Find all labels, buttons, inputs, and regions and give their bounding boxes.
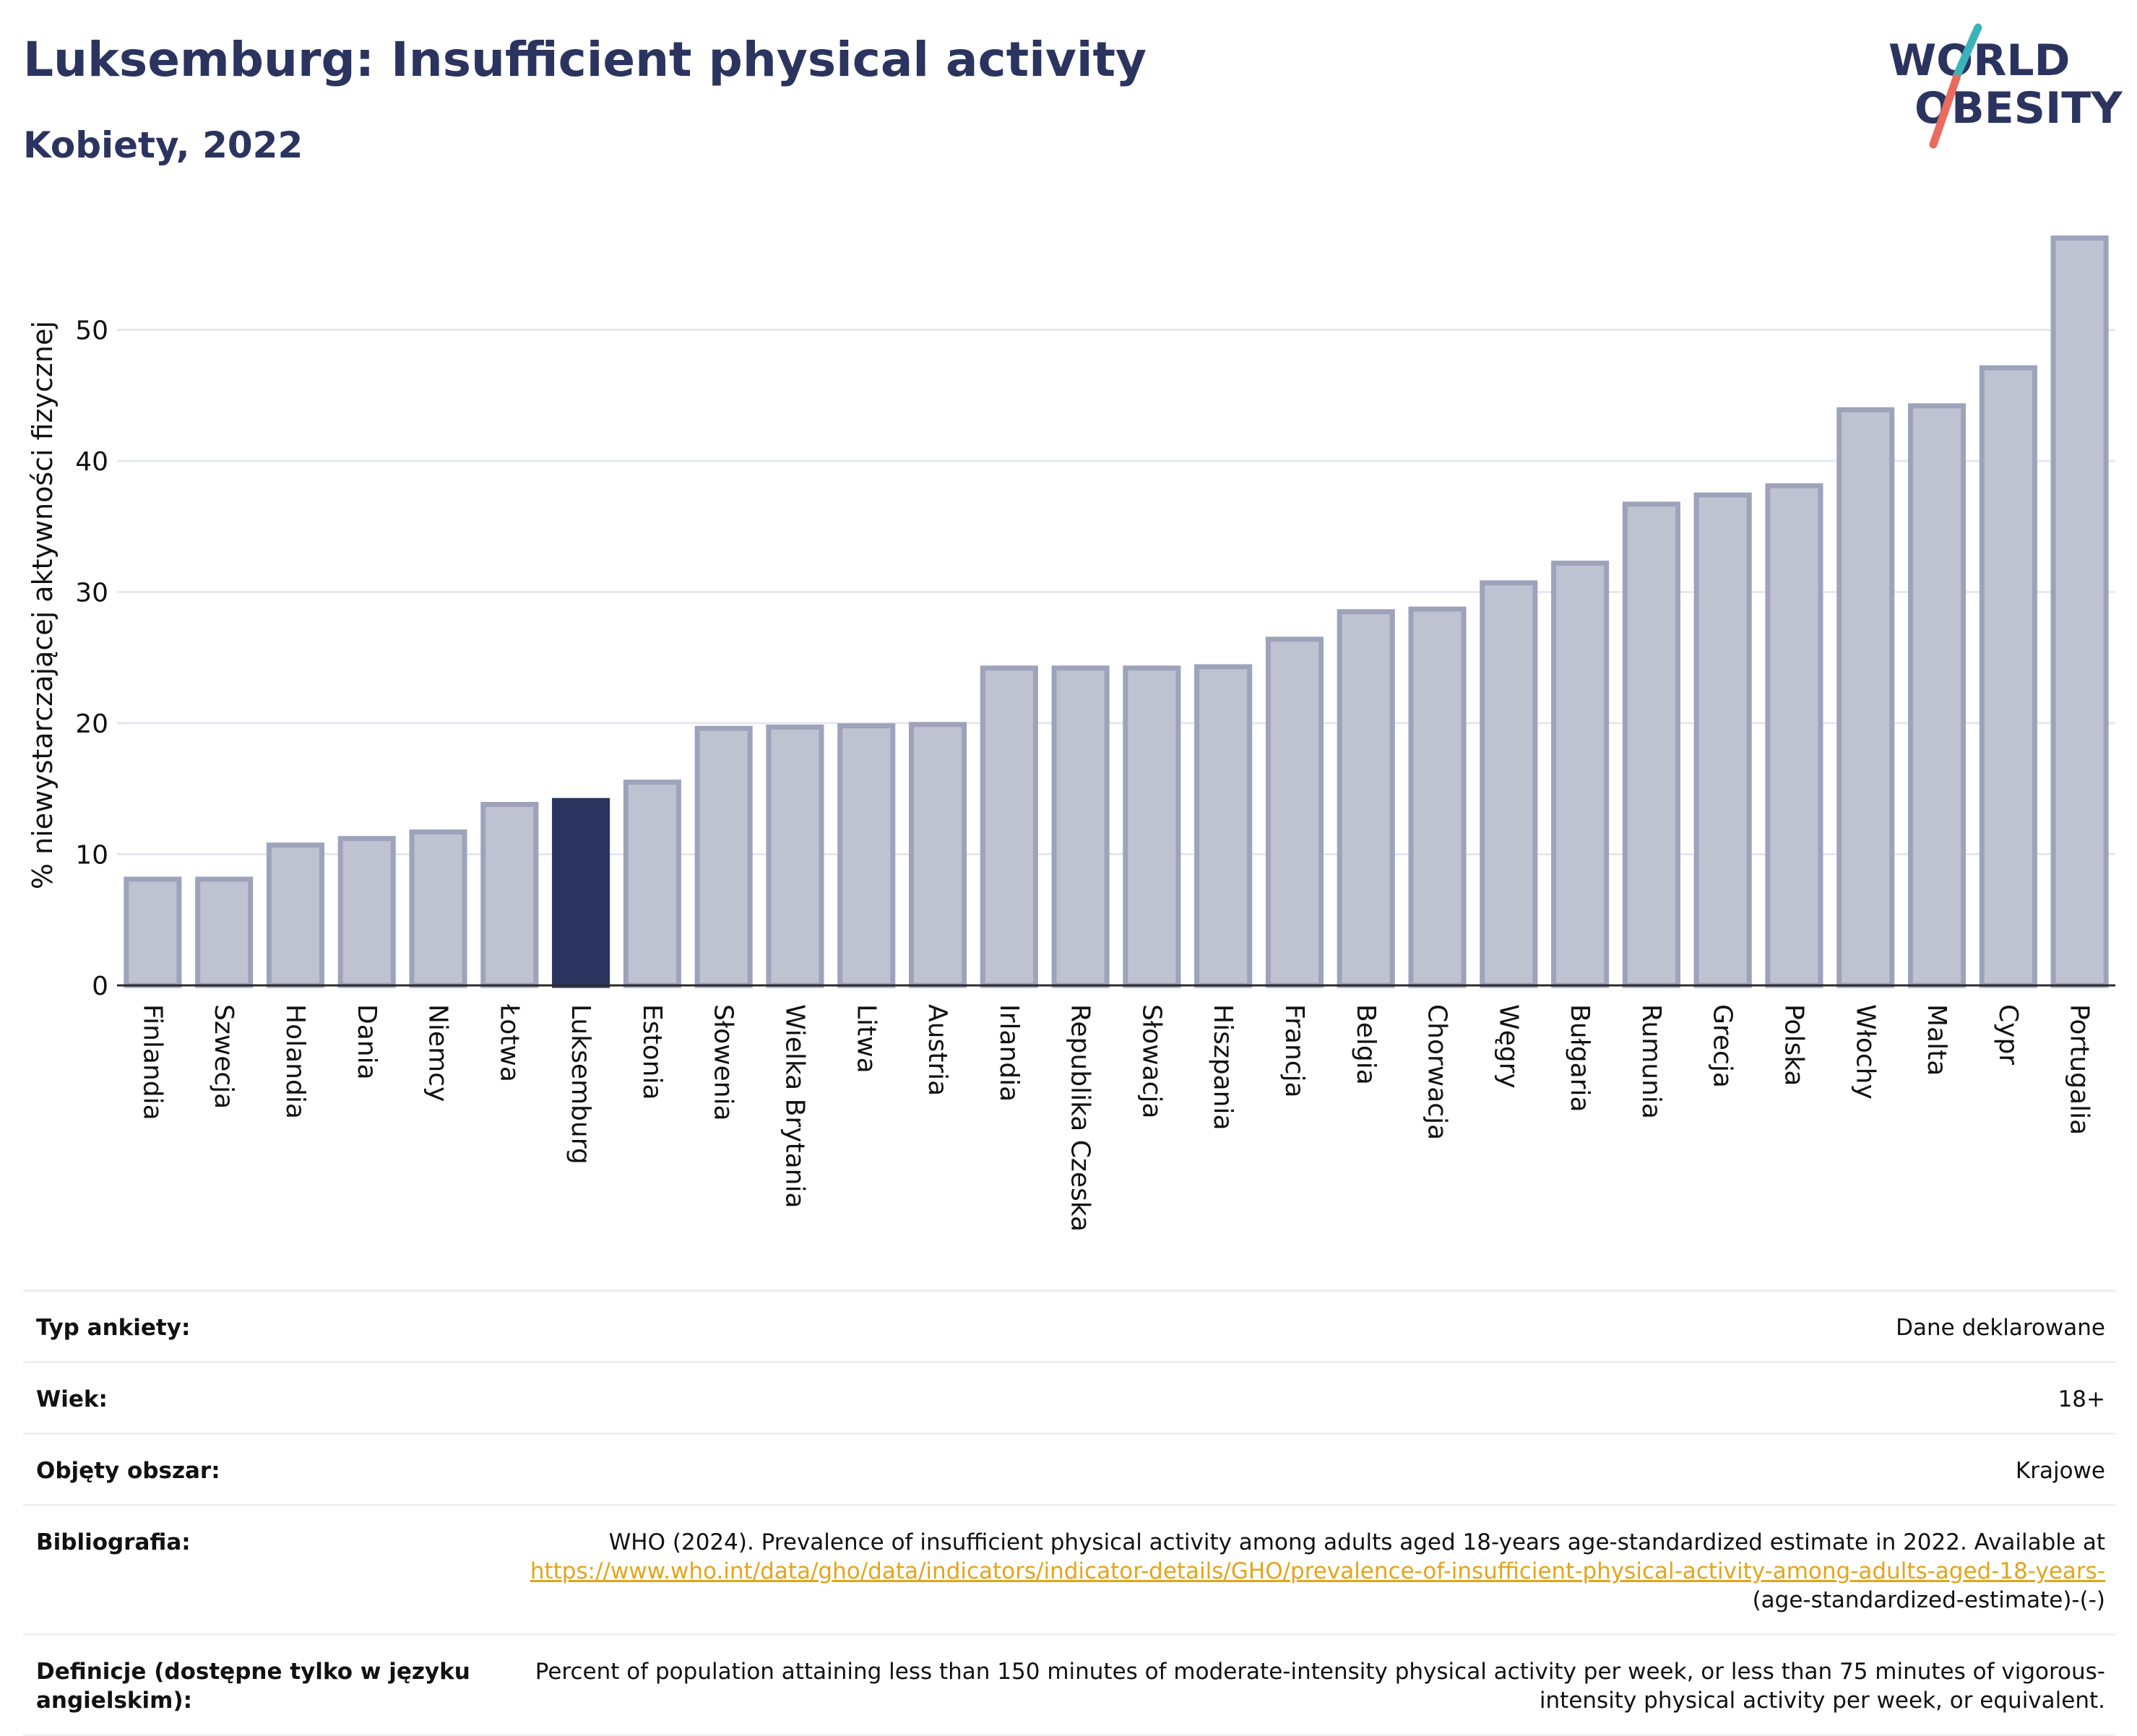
bar [1265, 636, 1324, 988]
info-value: WHO (2024). Prevalence of insufficient p… [498, 1528, 2105, 1615]
info-label: Objęty obszar: [36, 1458, 220, 1484]
x-tick-label: Republika Czeska [1066, 1004, 1095, 1232]
bar [124, 876, 182, 988]
x-tick-label: Rumunia [1636, 1004, 1666, 1119]
info-label: Definicje (dostępne tylko w języku angie… [36, 1659, 470, 1714]
bar [1408, 606, 1467, 988]
bar [694, 725, 753, 988]
bars [124, 235, 2109, 988]
x-tick-label: Niemcy [423, 1004, 453, 1102]
bar [908, 722, 967, 988]
x-tick-label: Austria [923, 1004, 952, 1096]
x-tick-label: Luksemburg [566, 1004, 595, 1165]
bar [1979, 365, 2037, 988]
bar [480, 802, 539, 988]
x-tick-label: Łotwa [494, 1003, 524, 1082]
y-tick-label: 20 [75, 709, 108, 739]
info-label: Wiek: [36, 1386, 108, 1412]
x-tick-label: Irlandia [994, 1004, 1024, 1102]
bar [623, 780, 681, 988]
info-row-survey-type: Typ ankiety: Dane deklarowane [23, 1290, 2115, 1361]
x-tick-label: Wielka Brytania [780, 1004, 809, 1209]
x-tick-label: Dania [352, 1004, 381, 1080]
bar [337, 836, 396, 988]
bar [2050, 235, 2109, 988]
y-axis-label: % niewystarczającej aktywności fizycznej [27, 321, 59, 889]
bar [1337, 609, 1395, 988]
x-tick-label: Włochy [1850, 1004, 1880, 1100]
logo-slash-red [1929, 74, 1961, 149]
y-axis-ticks: 0 10 20 30 40 50 [75, 316, 108, 1002]
bar [766, 724, 824, 988]
x-tick-label: Słowacja [1136, 1004, 1166, 1118]
y-tick-label: 10 [75, 841, 108, 871]
x-tick-label: Cypr [1993, 1004, 2023, 1065]
info-value: 18+ [2058, 1386, 2105, 1412]
x-axis-ticks: Finlandia Szwecja Holandia Dania Niemcy Łotwa… [137, 1003, 2094, 1232]
x-tick-label: Litwa [851, 1004, 881, 1074]
bar [409, 829, 467, 988]
bar [1765, 483, 1823, 988]
info-value: Dane deklarowane [1896, 1315, 2105, 1341]
bibliography-suffix: (age-standardized-estimate)-(-) [1752, 1587, 2105, 1613]
bar [266, 842, 325, 988]
bar [1836, 407, 1895, 988]
bibliography-link[interactable]: https://www.who.int/data/gho/data/indica… [530, 1558, 2105, 1584]
bar [1123, 665, 1181, 988]
bar-chart: 0 10 20 30 40 50 Finlandia Szwecja Holandia Dani… [27, 235, 2115, 1232]
info-row-age: Wiek: 18+ [23, 1361, 2115, 1433]
info-label: Bibliografia: [36, 1529, 191, 1555]
bibliography-text: WHO (2024). Prevalence of insufficient p… [608, 1529, 2105, 1555]
info-row-bibliography: Bibliografia: WHO (2024). Prevalence of … [23, 1504, 2115, 1633]
x-tick-label: Holandia [280, 1004, 310, 1119]
logo-line1: WORLD [1888, 35, 2070, 86]
bar-highlighted [552, 798, 610, 988]
world-obesity-logo: WORLD OBESITY [1888, 23, 2123, 149]
x-tick-label: Polska [1779, 1004, 1808, 1086]
y-tick-label: 30 [75, 579, 108, 608]
x-tick-label: Belgia [1351, 1004, 1381, 1085]
info-value: Percent of population attaining less tha… [535, 1659, 2105, 1714]
bar [1693, 492, 1752, 988]
chart-title: Luksemburg: Insufficient physical activi… [23, 32, 1147, 87]
logo-slash-teal [1952, 23, 1982, 81]
info-table: Typ ankiety: Dane deklarowane Wiek: 18+ … [23, 1290, 2115, 1736]
bar [1051, 665, 1110, 988]
x-tick-label: Hiszpania [1208, 1004, 1238, 1131]
info-row-definitions: Definicje (dostępne tylko w języku angie… [23, 1633, 2115, 1736]
chart-subtitle: Kobiety, 2022 [23, 124, 303, 166]
y-tick-label: 0 [92, 972, 108, 1001]
bar [837, 723, 896, 988]
bar [1622, 501, 1680, 988]
bar [1907, 403, 1967, 988]
y-tick-label: 40 [75, 447, 108, 477]
x-tick-label: Chorwacja [1422, 1004, 1452, 1140]
bar [1480, 580, 1538, 988]
bar [1551, 561, 1610, 988]
x-tick-label: Portugalia [2065, 1004, 2094, 1135]
x-tick-label: Malta [1922, 1004, 1951, 1076]
x-tick-label: Grecja [1708, 1004, 1737, 1088]
x-tick-label: Słowenia [709, 1004, 738, 1121]
y-tick-label: 50 [75, 316, 108, 346]
info-label: Typ ankiety: [36, 1315, 191, 1341]
info-row-coverage: Objęty obszar: Krajowe [23, 1433, 2115, 1504]
x-tick-label: Szwecja [209, 1004, 238, 1109]
x-tick-label: Estonia [637, 1004, 667, 1100]
x-tick-label: Finlandia [137, 1004, 167, 1120]
info-value: Krajowe [2015, 1458, 2105, 1484]
x-tick-label: Węgry [1493, 1004, 1523, 1089]
x-tick-label: Francja [1279, 1004, 1309, 1098]
bar [980, 665, 1038, 988]
bar [1194, 664, 1253, 988]
bar [195, 876, 254, 988]
x-tick-label: Bułgaria [1565, 1004, 1594, 1113]
